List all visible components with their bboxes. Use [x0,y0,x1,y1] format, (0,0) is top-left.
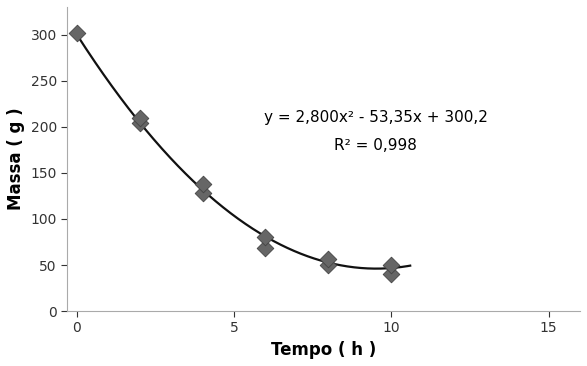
Y-axis label: Massa ( g ): Massa ( g ) [7,108,25,210]
Point [198,181,207,187]
Point [261,235,270,240]
Point [135,115,144,120]
Point [198,190,207,196]
Point [261,246,270,251]
Text: R² = 0,998: R² = 0,998 [334,138,417,153]
Point [135,120,144,126]
X-axis label: Tempo ( h ): Tempo ( h ) [271,341,376,359]
Point [323,255,333,261]
Point [387,271,396,277]
Point [387,262,396,268]
Text: y = 2,800x² - 53,35x + 300,2: y = 2,800x² - 53,35x + 300,2 [264,110,488,125]
Point [323,262,333,268]
Point [72,30,82,36]
